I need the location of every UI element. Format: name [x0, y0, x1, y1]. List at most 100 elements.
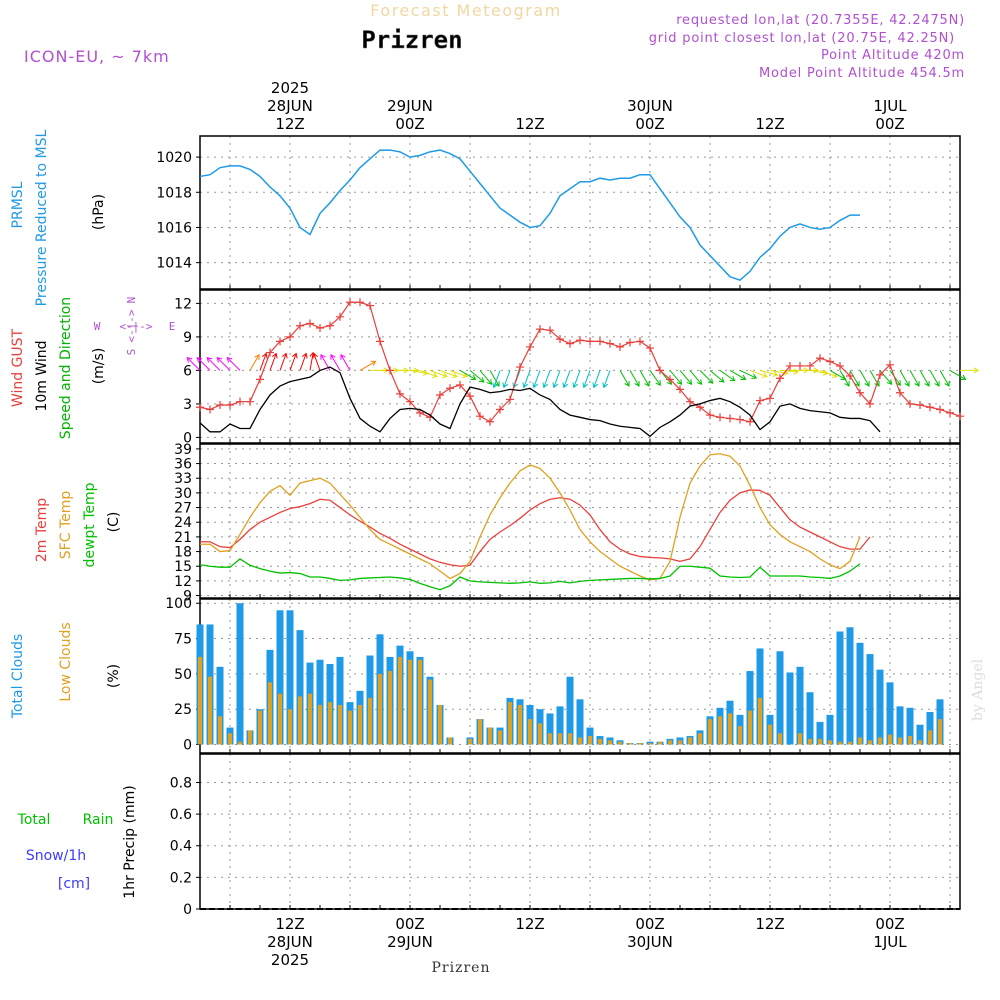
pressure-label-2: Pressure Reduced to MSL [34, 129, 50, 306]
wind-arrow-head [740, 374, 747, 380]
wind-arrow [919, 370, 930, 387]
low-cloud-bar [288, 709, 292, 745]
clouds-unit: (%) [106, 664, 122, 688]
low-cloud-bar [488, 727, 492, 745]
wind-arrow [493, 370, 501, 388]
gust-marker [706, 411, 714, 420]
low-cloud-bar [378, 673, 382, 745]
wind-arrow [749, 369, 768, 378]
gust-marker [636, 337, 644, 346]
gust-marker [216, 401, 224, 410]
wind-arrow-head [761, 372, 768, 379]
wind-arrow [829, 369, 846, 380]
low-cloud-bar [278, 693, 282, 745]
total-cloud-bar [916, 724, 924, 745]
ytick-label: 30 [174, 486, 192, 502]
gust-marker [366, 301, 374, 310]
gust-marker [686, 397, 694, 406]
model-label: ICON-EU, ~ 7km [24, 47, 170, 66]
wind-arrow [699, 370, 714, 384]
ytick-label: 39 [174, 442, 192, 458]
wind-arrow-head [301, 352, 308, 359]
wind-arrow-head [542, 382, 549, 389]
wind-arrow [629, 370, 640, 387]
gust-marker [816, 354, 824, 363]
ytick-label: 25 [174, 702, 192, 718]
model-altitude: Model Point Altitude 454.5m [759, 66, 965, 81]
total-cloud-bar [336, 656, 344, 745]
gust-marker [836, 361, 844, 370]
top-time-label: 00Z [875, 115, 904, 133]
total-cloud-bar [776, 651, 784, 745]
low-cloud-bar [198, 656, 202, 745]
gust-marker [746, 417, 754, 426]
wind-arrow-head [486, 379, 493, 385]
gust-marker [446, 384, 454, 393]
low-cloud-bar [888, 734, 892, 745]
gust-marker [516, 363, 524, 372]
top-time-label: 12Z [275, 115, 304, 133]
ytick-label: 15 [174, 559, 192, 575]
ytick-label: 18 [174, 545, 192, 561]
gust-marker [606, 339, 614, 348]
low-cloud-bar [718, 716, 722, 745]
location-title: Prizren [361, 26, 462, 54]
low-cloud-bar [928, 730, 932, 745]
wind-arrow [759, 369, 778, 376]
wind-arrow [839, 370, 850, 387]
wind-arrow [679, 370, 692, 385]
low-cloud-bar [768, 724, 772, 745]
wind-arrow [269, 353, 277, 371]
total-cloud-bar [286, 610, 294, 745]
low-cloud-bar [328, 702, 332, 745]
low-cloud-bar [318, 704, 322, 745]
low-cloud-bar [398, 656, 402, 745]
low-cloud-bar [848, 741, 852, 745]
snow-unit: [cm] [58, 876, 90, 892]
wind-arrow-head [634, 380, 640, 387]
low-cloud-bar [758, 697, 762, 745]
wind-arrow [206, 357, 221, 371]
wind-arrow [603, 370, 611, 388]
wind-arrow-head [502, 382, 509, 389]
gust-marker [866, 399, 874, 408]
wind-arrow-head [451, 372, 458, 379]
bottom-time-label: 29JUN [387, 933, 433, 951]
gust-marker [386, 366, 394, 375]
gust-marker [536, 325, 544, 334]
ytick-label: 50 [174, 667, 192, 683]
wind-arrow-head [864, 380, 870, 387]
temp-unit: (C) [106, 512, 122, 533]
wind-arrow-head [216, 356, 223, 363]
gust-marker [266, 348, 274, 357]
gust-marker [296, 321, 304, 330]
rain-label: Rain [83, 812, 114, 828]
wind-arrow-head [552, 382, 559, 389]
low-cloud-bar [418, 659, 422, 745]
wind-arrow-head [470, 374, 477, 380]
low-cloud-bar [448, 737, 452, 745]
low-cloud-bar [738, 726, 742, 745]
wind-arrow [949, 369, 966, 380]
wind-line [199, 366, 881, 438]
total-cloud-bar [806, 692, 814, 745]
watermark: by Angel [970, 658, 986, 721]
footer-location: Prizren [432, 960, 491, 976]
wind-arrow [330, 354, 341, 371]
gust-marker [766, 394, 774, 403]
bottom-time-label: 00Z [635, 915, 664, 933]
panel-wind: 0 3 6 9 12 Wind GUST 10m Wind Speed and Directi… [10, 289, 979, 446]
wind-arrow [909, 370, 920, 387]
low-cloud-bar [538, 723, 542, 745]
total-cloud-bar [276, 610, 284, 745]
ytick-label: 6 [183, 363, 192, 379]
wind-arrow [719, 369, 736, 382]
total-cloud-bar [886, 682, 894, 745]
low-cloud-bar [438, 704, 442, 745]
wind-arrow [449, 369, 468, 378]
wind-arrow-head [813, 367, 819, 374]
top-time-label: 1JUL [873, 97, 907, 115]
gust-marker [906, 399, 914, 408]
low-cloud-bar [698, 733, 702, 745]
wind-arrow [533, 370, 541, 388]
